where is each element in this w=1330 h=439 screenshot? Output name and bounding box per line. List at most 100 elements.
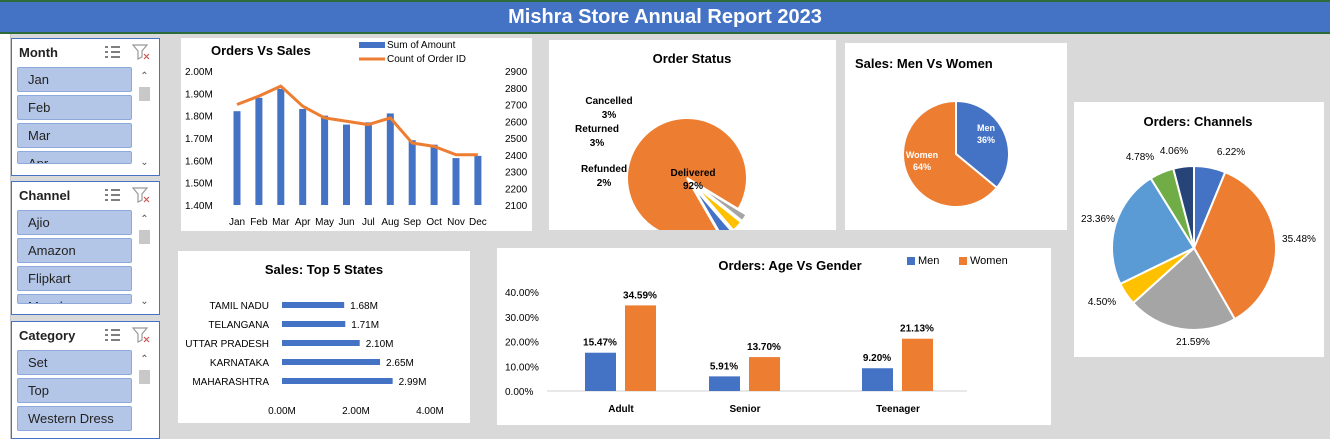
men-vs-women-chart: Sales: Men Vs Women Men 36% Women 64% <box>845 43 1067 230</box>
right-tick-label: 2900 <box>505 67 528 78</box>
legend-label: Women <box>970 255 1008 267</box>
slicer-item-apr[interactable]: Apr <box>17 151 132 164</box>
sales-bar <box>299 108 307 205</box>
slicer-scrollbar[interactable]: ⌃ ⌄ <box>137 67 152 171</box>
clear-filter-icon[interactable] <box>132 187 150 203</box>
slicer-scrollbar[interactable]: ⌃ <box>137 350 152 434</box>
left-tick-label: 1.50M <box>185 179 213 190</box>
slice-pct-delivered: 92% <box>683 181 703 192</box>
slice-pct-label: 23.36% <box>1081 214 1115 225</box>
x-tick-label: Adult <box>608 404 634 415</box>
chart-title: Order Status <box>653 51 732 66</box>
state-label: KARNATAKA <box>210 358 269 369</box>
sales-bar <box>364 122 372 205</box>
state-label: TAMIL NADU <box>210 301 269 312</box>
chart-title: Orders Vs Sales <box>211 43 311 58</box>
left-tick-label: 1.80M <box>185 112 213 123</box>
x-tick-label: Aug <box>381 217 399 228</box>
slicer-item-western-dress[interactable]: Western Dress <box>17 406 132 431</box>
x-tick-label: Teenager <box>876 404 920 415</box>
scroll-down-icon[interactable]: ⌄ <box>140 296 149 307</box>
order-status-chart: Order Status Delivered 92% Refunded 2% Return… <box>549 40 836 230</box>
report-title: Mishra Store Annual Report 2023 <box>508 5 822 28</box>
x-tick-label: Oct <box>426 217 442 228</box>
channel-slice-4 <box>1111 176 1196 286</box>
slicer-item-jan[interactable]: Jan <box>17 67 132 92</box>
category-slicer[interactable]: Category Set Top Western Dress ⌃ <box>11 321 160 439</box>
bar-value-label: 15.47% <box>583 338 617 349</box>
sales-bar <box>452 158 460 205</box>
slicer-header: Category <box>12 322 159 348</box>
slicer-item-flipkart[interactable]: Flipkart <box>17 266 132 291</box>
clear-filter-icon[interactable] <box>132 327 150 343</box>
report-title-bar: Mishra Store Annual Report 2023 <box>0 0 1330 34</box>
slice-pct-label: 6.22% <box>1217 147 1245 158</box>
x-tick-label: Senior <box>729 404 760 415</box>
left-tick-label: 1.40M <box>185 201 213 212</box>
scroll-up-icon[interactable]: ⌃ <box>140 214 149 225</box>
chart-title: Orders: Channels <box>1143 114 1252 129</box>
slicer-item-mar[interactable]: Mar <box>17 123 132 148</box>
slice-pct-label: 4.78% <box>1126 152 1154 163</box>
slicer-item-top[interactable]: Top <box>17 378 132 403</box>
scroll-up-icon[interactable]: ⌃ <box>140 354 149 365</box>
legend-label: Men <box>918 255 939 267</box>
slicer-item-feb[interactable]: Feb <box>17 95 132 120</box>
orders-vs-sales-chart: Orders Vs Sales Sum of Amount Count of Ord… <box>181 38 532 231</box>
slicer-scrollbar[interactable]: ⌃ ⌄ <box>137 210 152 310</box>
sales-bar <box>277 88 285 205</box>
x-tick-label: Jul <box>362 217 375 228</box>
x-tick-label: Feb <box>250 217 268 228</box>
multi-select-icon[interactable] <box>103 44 121 60</box>
slicer-item-meesho[interactable]: Meesho <box>17 294 132 304</box>
slice-pct-men: 36% <box>977 135 995 145</box>
slicer-title: Category <box>19 327 76 343</box>
scroll-thumb[interactable] <box>139 370 150 384</box>
state-value-label: 2.10M <box>366 339 394 350</box>
gender-slice-0 <box>955 99 1010 190</box>
status-slice-2 <box>693 184 743 230</box>
y-tick-label: 10.00% <box>505 362 539 373</box>
age-bar <box>585 352 616 391</box>
channels-chart: Orders: Channels 6.22% 35.48% 21.59% 4.50% 23… <box>1074 102 1324 357</box>
slicer-item-amazon[interactable]: Amazon <box>17 238 132 263</box>
scroll-up-icon[interactable]: ⌃ <box>140 71 149 82</box>
sales-bar <box>430 144 438 205</box>
age-bar <box>749 357 780 391</box>
slicer-item-set[interactable]: Set <box>17 350 132 375</box>
state-bar <box>282 378 393 384</box>
slice-pct-label: 35.48% <box>1282 234 1316 245</box>
left-tick-label: 1.60M <box>185 156 213 167</box>
x-tick-label: 0.00M <box>268 406 296 417</box>
top-states-chart: Sales: Top 5 States TAMIL NADU 1.68M TELANG… <box>178 251 470 423</box>
bar-value-label: 9.20% <box>863 353 891 364</box>
scroll-down-icon[interactable]: ⌄ <box>140 157 149 168</box>
x-tick-label: Jun <box>338 217 354 228</box>
x-tick-label: 2.00M <box>342 406 370 417</box>
left-tick-label: 1.90M <box>185 89 213 100</box>
clear-filter-icon[interactable] <box>132 44 150 60</box>
right-tick-label: 2800 <box>505 84 528 95</box>
age-vs-gender-svg: Orders: Age Vs Gender Men Women 40.00% 30.00… <box>505 255 1008 415</box>
scroll-thumb[interactable] <box>139 230 150 244</box>
x-tick-label: May <box>315 217 334 228</box>
month-slicer[interactable]: Month Jan Feb Mar Apr ⌃ ⌄ <box>11 38 160 176</box>
right-tick-label: 2300 <box>505 168 528 179</box>
sales-bar <box>255 97 263 205</box>
multi-select-icon[interactable] <box>103 187 121 203</box>
x-tick-label: Sep <box>403 217 421 228</box>
age-bar <box>709 376 740 391</box>
slicer-item-ajio[interactable]: Ajio <box>17 210 132 235</box>
right-tick-label: 2400 <box>505 151 528 162</box>
status-slice-0 <box>626 117 748 230</box>
x-tick-label: 4.00M <box>416 406 444 417</box>
right-tick-label: 2600 <box>505 117 528 128</box>
gender-slice-1 <box>902 99 999 208</box>
channel-slicer[interactable]: Channel Ajio Amazon Flipkart Meesho ⌃ ⌄ <box>11 181 160 315</box>
state-label: TELANGANA <box>208 320 269 331</box>
sales-bar <box>408 140 416 205</box>
slicer-title: Channel <box>19 187 71 203</box>
multi-select-icon[interactable] <box>103 327 121 343</box>
scroll-thumb[interactable] <box>139 87 150 101</box>
slicer-title: Month <box>19 44 58 60</box>
